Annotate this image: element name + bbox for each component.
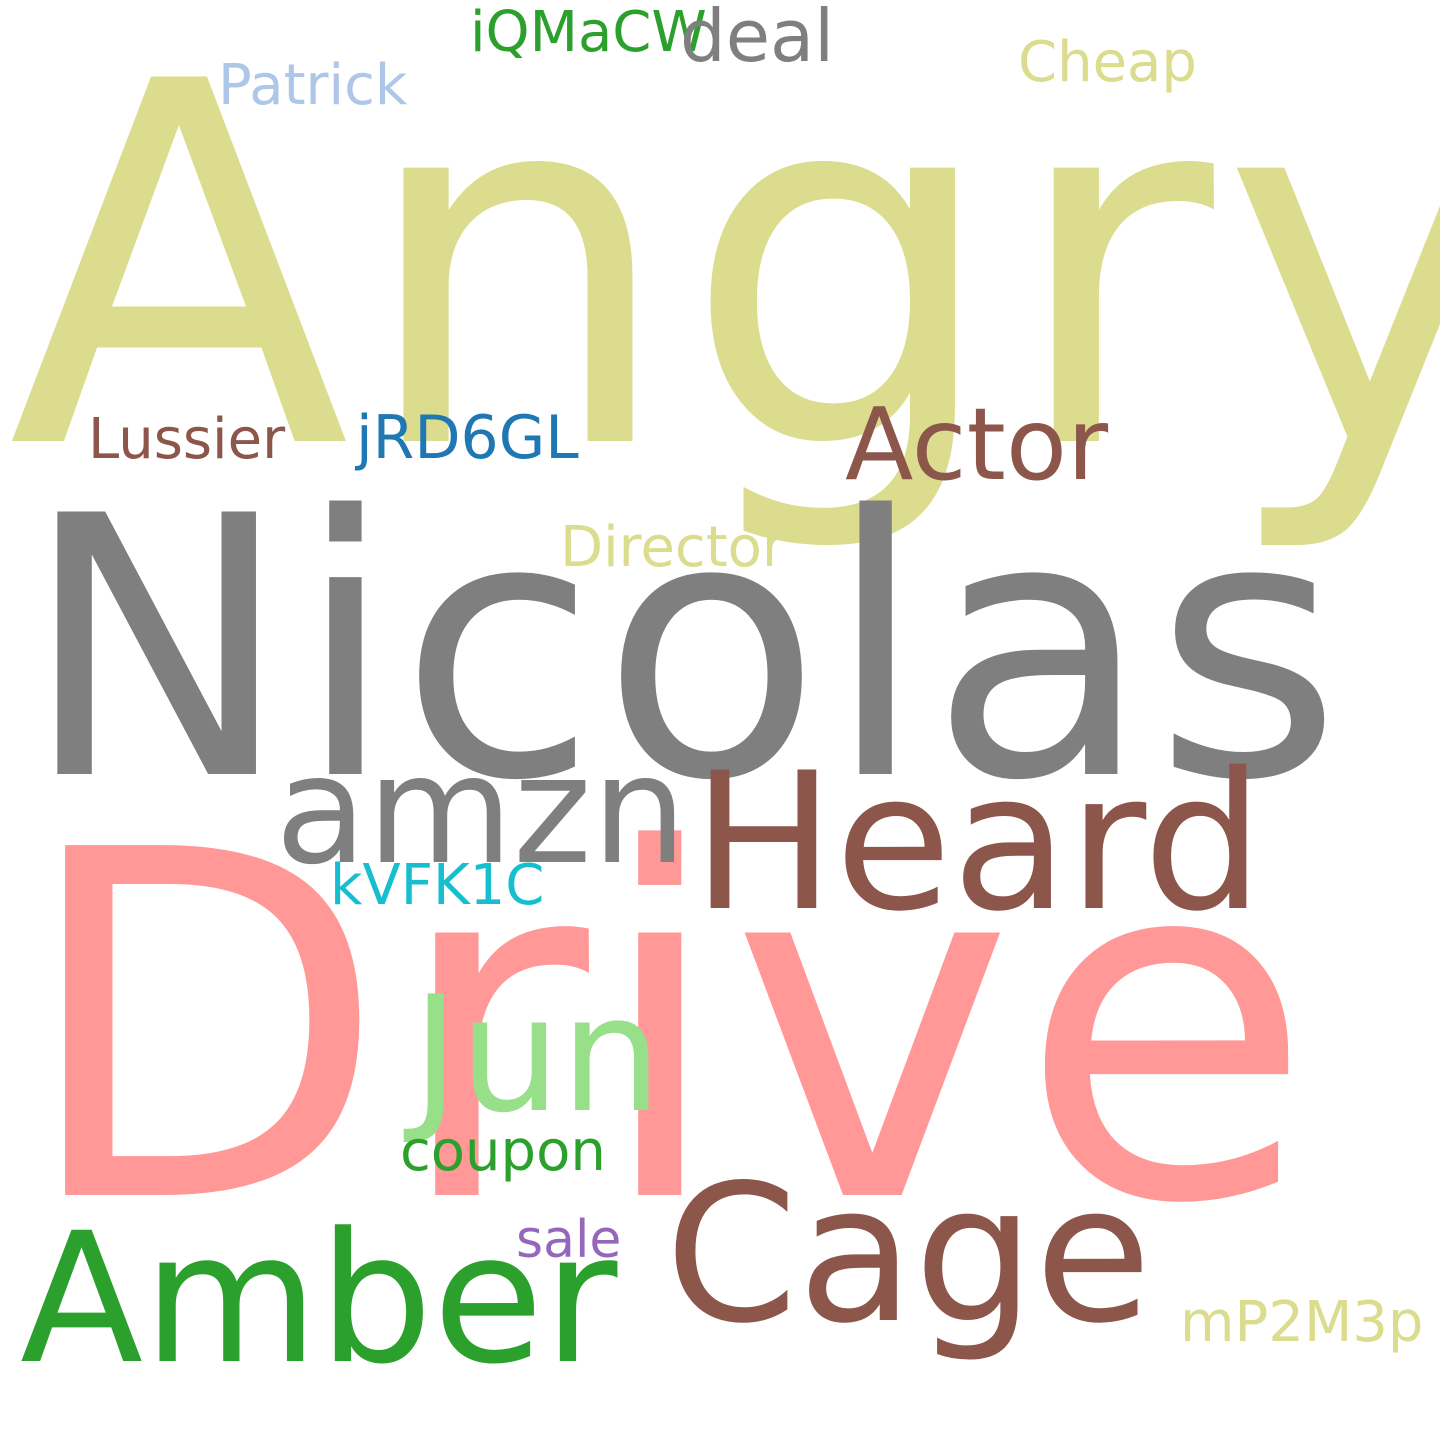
word-mp2m3p: mP2M3p xyxy=(1180,1290,1424,1355)
word-deal: deal xyxy=(680,0,835,78)
word-jun: Jun xyxy=(412,961,662,1148)
word-lussier: Lussier xyxy=(88,407,286,472)
word-cage: Cage xyxy=(665,1144,1152,1365)
word-director: Director xyxy=(560,515,785,580)
word-kvfk1c: kVFK1C xyxy=(330,853,545,918)
word-jrd6gl: jRD6GL xyxy=(356,403,579,473)
word-iqmacw: iQMaCW xyxy=(470,0,707,65)
word-amzn: amzn xyxy=(275,724,687,898)
word-nicolas: Nicolas xyxy=(22,440,1346,859)
word-angry: Angry xyxy=(8,0,1440,559)
word-actor: Actor xyxy=(845,386,1109,503)
word-sale: sale xyxy=(516,1210,622,1270)
word-cheap: Cheap xyxy=(1018,30,1197,95)
word-coupon: coupon xyxy=(400,1119,606,1184)
word-heard: Heard xyxy=(692,732,1264,953)
word-drive: Drive xyxy=(18,750,1318,1309)
word-patrick: Patrick xyxy=(218,53,408,118)
word-amber: Amber xyxy=(20,1195,618,1404)
